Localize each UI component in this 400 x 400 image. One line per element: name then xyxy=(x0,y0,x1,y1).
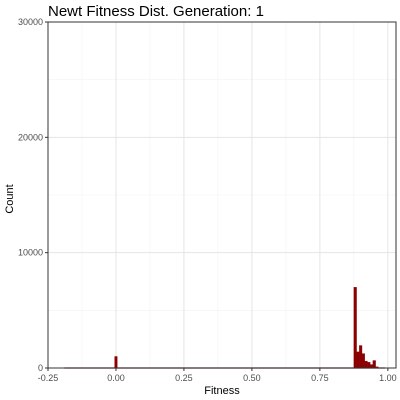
x-tick-label: 0.25 xyxy=(175,373,193,383)
y-tick-label: 30000 xyxy=(18,17,43,27)
histogram-bar xyxy=(372,360,376,369)
y-tick-label: 0 xyxy=(38,363,43,373)
y-axis: 0 10000 20000 30000 xyxy=(18,17,48,373)
histogram-bar xyxy=(114,356,118,369)
x-tick-label: 0.75 xyxy=(311,373,329,383)
y-tick-label: 20000 xyxy=(18,132,43,142)
plot-panel-border xyxy=(47,21,397,369)
x-tick-label: -0.25 xyxy=(38,373,59,383)
histogram-bar xyxy=(361,353,365,369)
x-tick-label: 0.00 xyxy=(107,373,125,383)
histogram-bar xyxy=(353,287,357,369)
chart-title: Newt Fitness Dist. Generation: 1 xyxy=(48,3,264,20)
y-axis-title: Count xyxy=(4,184,16,213)
histogram-bar xyxy=(367,362,371,369)
histogram-bar xyxy=(356,351,360,369)
histogram-bar xyxy=(370,364,374,369)
histogram-bar xyxy=(359,345,363,369)
y-tick-label: 10000 xyxy=(18,248,43,258)
histogram-bar xyxy=(364,360,368,369)
x-axis-title: Fitness xyxy=(204,385,240,397)
x-axis: -0.25 0.00 0.25 0.50 0.75 1.00 xyxy=(38,368,397,383)
x-tick-label: 0.50 xyxy=(243,373,261,383)
x-tick-label: 1.00 xyxy=(379,373,397,383)
